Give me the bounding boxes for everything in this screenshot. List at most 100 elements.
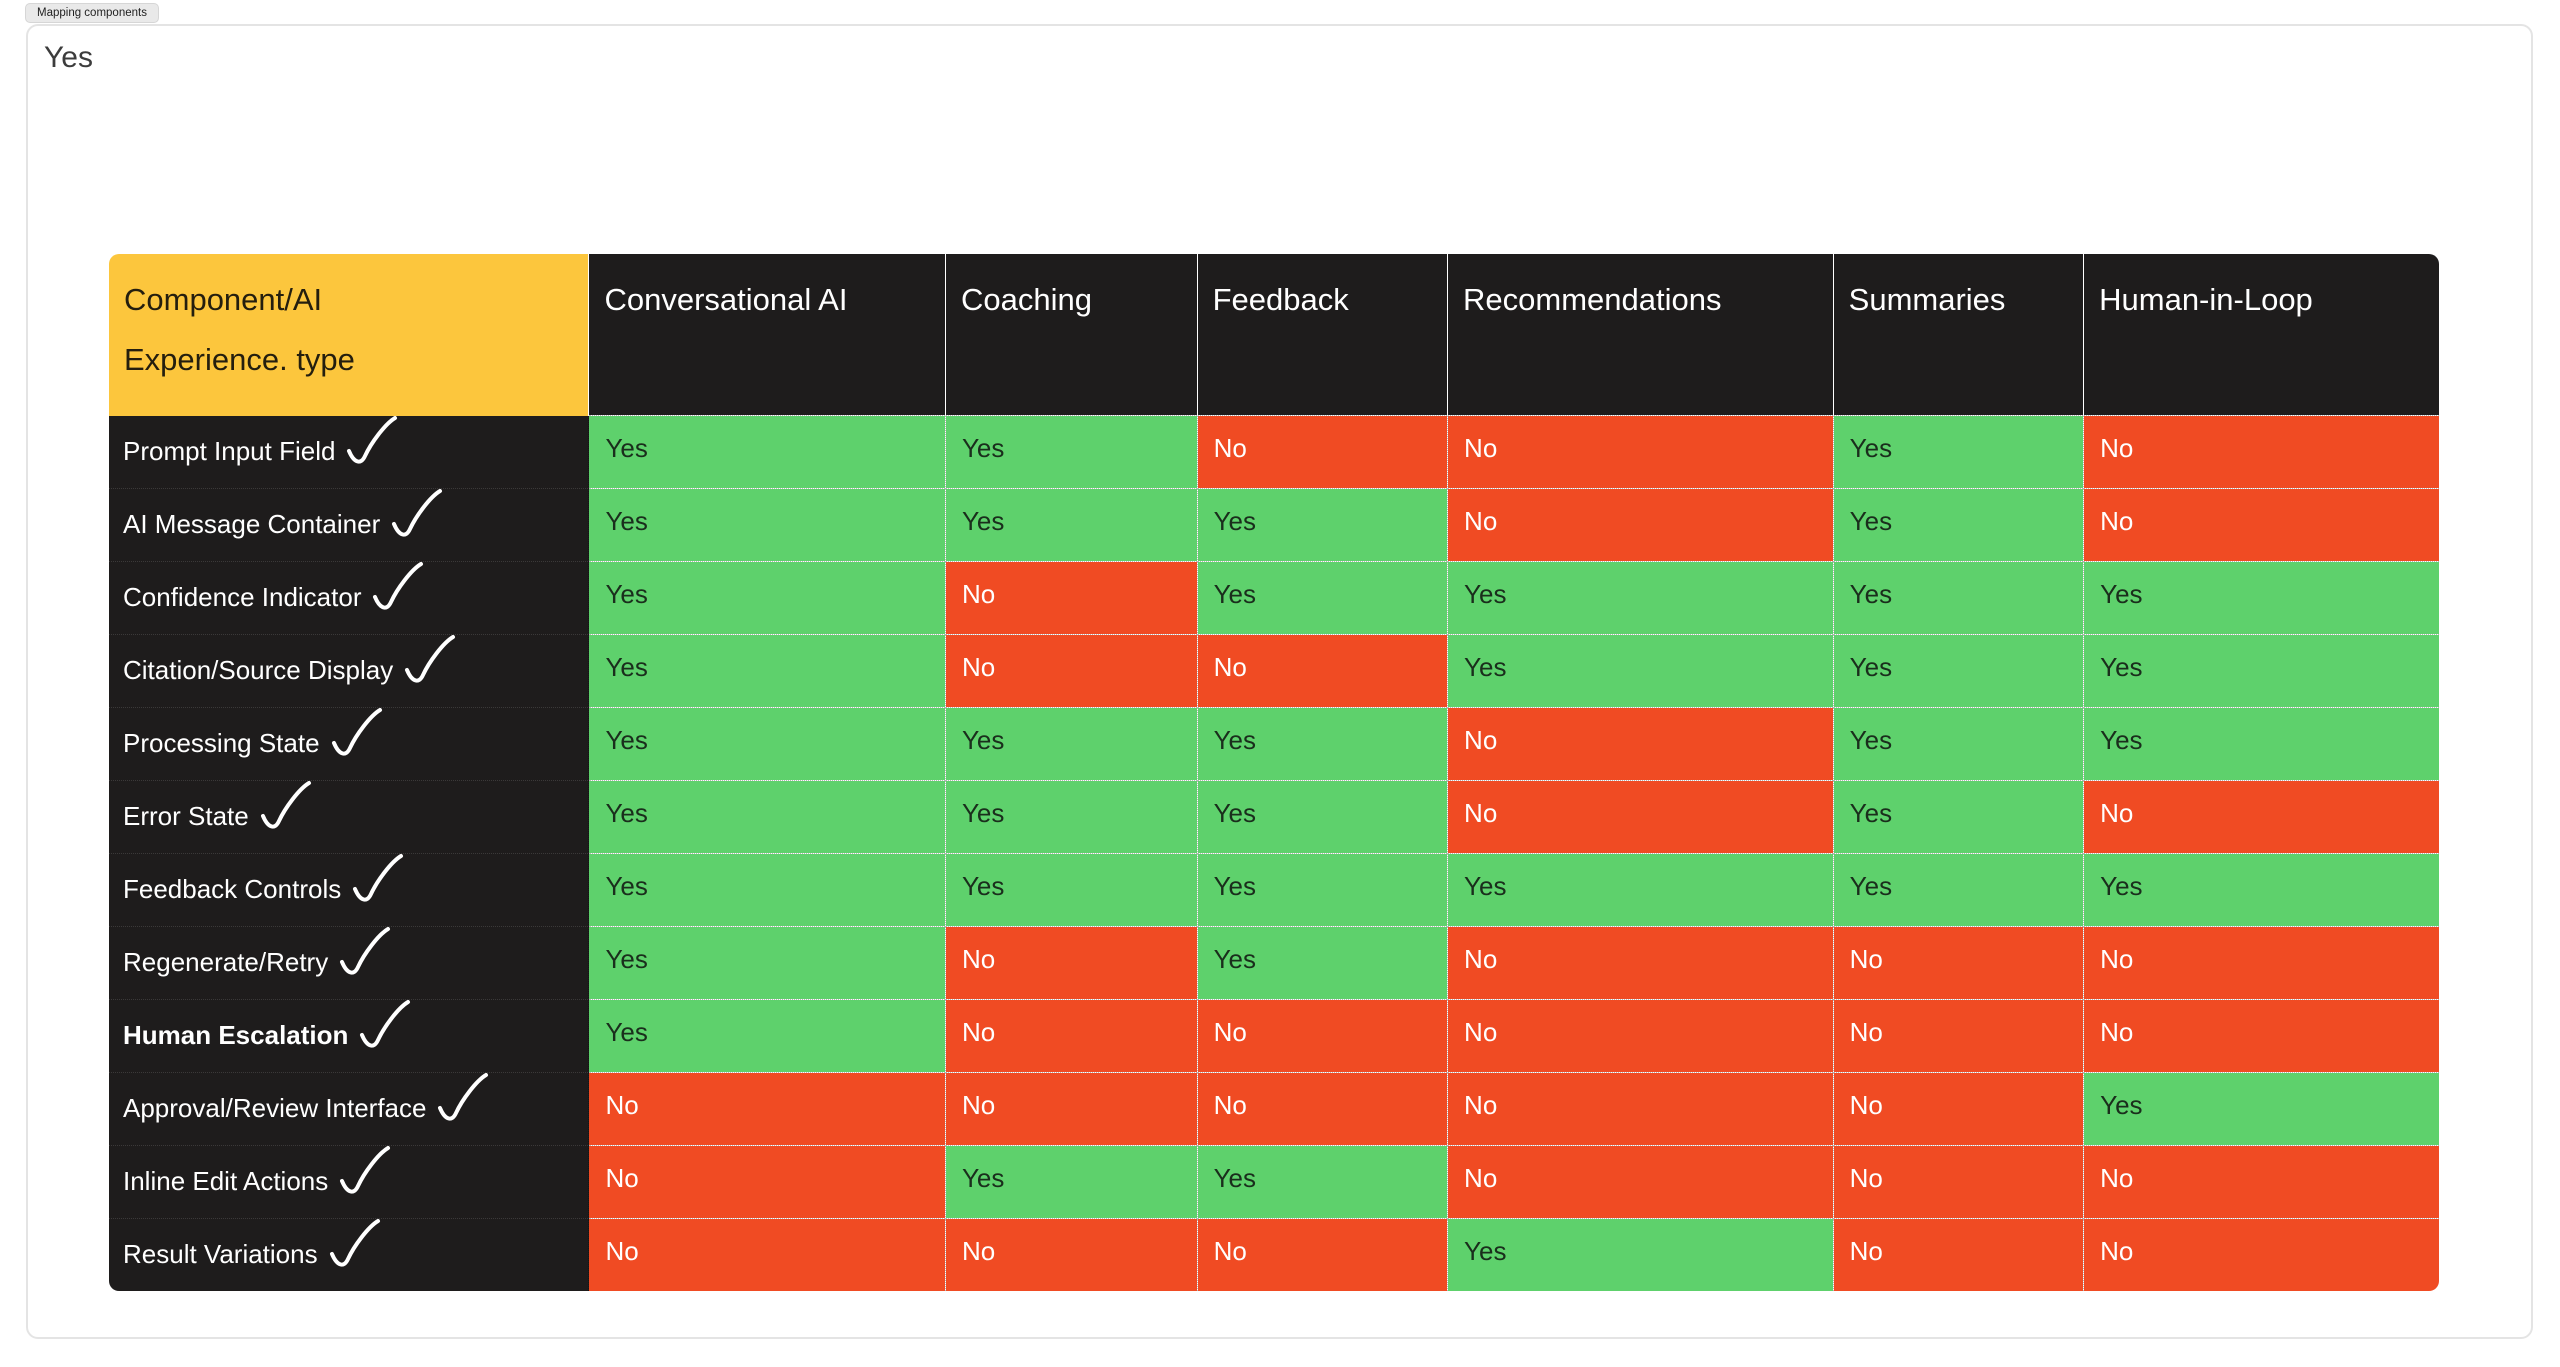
cell-approval-review-interface-coaching: No [944,1071,1198,1145]
cell-result-variations-recommendations: Yes [1447,1217,1834,1291]
row-label-cell-ai-message-container: AI Message Container [109,487,589,561]
row-label-cell-inline-edit-actions: Inline Edit Actions [109,1144,589,1218]
column-header-recommendations: Recommendations [1447,254,1834,416]
cell-confidence-indicator-recommendations: Yes [1447,560,1834,634]
row-label-cell-error-state: Error State [109,779,589,853]
table-row-result-variations: Result Variations No No No Yes No No [109,1217,2439,1291]
checkmark-icon [331,707,382,756]
component-matrix-table: Component/AI Experience. type Conversati… [109,254,2439,1291]
cell-processing-state-conversational-ai: Yes [588,706,946,780]
cell-inline-edit-actions-feedback: Yes [1196,1144,1448,1218]
content-panel: Yes Component/AI Experience. type Conver… [26,24,2533,1339]
cell-human-escalation-human-in-loop: No [2083,998,2439,1072]
cell-human-escalation-conversational-ai: Yes [588,998,946,1072]
cell-prompt-input-field-coaching: Yes [944,415,1198,488]
cell-feedback-controls-conversational-ai: Yes [588,852,946,926]
row-label-cell-citation-source-display: Citation/Source Display [109,633,589,707]
row-label-cell-prompt-input-field: Prompt Input Field [109,415,589,488]
checkmark-icon [353,853,404,902]
cell-processing-state-coaching: Yes [944,706,1198,780]
row-label: Inline Edit Actions [123,1166,329,1196]
cell-regenerate-retry-feedback: Yes [1196,925,1448,999]
row-label: AI Message Container [123,509,381,539]
tab-mapping-components[interactable]: Mapping components [25,3,159,23]
cell-ai-message-container-coaching: Yes [944,487,1198,561]
row-label-cell-processing-state: Processing State [109,706,589,780]
table-row-human-escalation: Human Escalation Yes No No No No No [109,998,2439,1072]
cell-prompt-input-field-conversational-ai: Yes [588,415,946,488]
corner-header-line1: Component/AI [124,282,323,317]
cell-human-escalation-recommendations: No [1447,998,1834,1072]
cell-ai-message-container-conversational-ai: Yes [588,487,946,561]
row-label: Prompt Input Field [123,436,336,466]
checkmark-icon [360,999,411,1048]
row-label: Confidence Indicator [123,582,362,612]
checkmark-icon [260,780,311,829]
column-header-summaries: Summaries [1832,254,2084,416]
header-row: Component/AI Experience. type Conversati… [109,254,2439,416]
table-row-regenerate-retry: Regenerate/Retry Yes No Yes No No No [109,925,2439,999]
cell-inline-edit-actions-summaries: No [1832,1144,2084,1218]
row-label-cell-feedback-controls: Feedback Controls [109,852,589,926]
cell-prompt-input-field-human-in-loop: No [2083,415,2439,488]
cell-processing-state-recommendations: No [1447,706,1834,780]
cell-result-variations-summaries: No [1832,1217,2084,1291]
cell-feedback-controls-coaching: Yes [944,852,1198,926]
row-label-cell-regenerate-retry: Regenerate/Retry [109,925,589,999]
cell-citation-source-display-coaching: No [944,633,1198,707]
cell-processing-state-human-in-loop: Yes [2083,706,2439,780]
cell-error-state-recommendations: No [1447,779,1834,853]
checkmark-icon [340,1145,391,1194]
row-label: Citation/Source Display [123,655,394,685]
cell-error-state-conversational-ai: Yes [588,779,946,853]
row-label: Regenerate/Retry [123,947,329,977]
checkmark-icon [438,1072,489,1121]
cell-inline-edit-actions-human-in-loop: No [2083,1144,2439,1218]
table-row-error-state: Error State Yes Yes Yes No Yes No [109,779,2439,853]
table-row-feedback-controls: Feedback Controls Yes Yes Yes Yes Yes Yes [109,852,2439,926]
row-label-cell-result-variations: Result Variations [109,1217,589,1291]
cell-prompt-input-field-recommendations: No [1447,415,1834,488]
cell-citation-source-display-conversational-ai: Yes [588,633,946,707]
table-row-citation-source-display: Citation/Source Display Yes No No Yes Yes Yes [109,633,2439,707]
cell-result-variations-coaching: No [944,1217,1198,1291]
row-label: Error State [123,801,249,831]
cell-error-state-human-in-loop: No [2083,779,2439,853]
cell-citation-source-display-human-in-loop: Yes [2083,633,2439,707]
cell-confidence-indicator-coaching: No [944,560,1198,634]
cell-prompt-input-field-feedback: No [1196,415,1448,488]
cell-citation-source-display-feedback: No [1196,633,1448,707]
checkmark-icon [347,415,398,464]
cell-ai-message-container-feedback: Yes [1196,487,1448,561]
cell-result-variations-feedback: No [1196,1217,1448,1291]
cell-error-state-summaries: Yes [1832,779,2084,853]
column-header-feedback: Feedback [1196,254,1448,416]
cell-feedback-controls-feedback: Yes [1196,852,1448,926]
cell-result-variations-human-in-loop: No [2083,1217,2439,1291]
cell-prompt-input-field-summaries: Yes [1832,415,2084,488]
column-header-coaching: Coaching [944,254,1198,416]
cell-confidence-indicator-summaries: Yes [1832,560,2084,634]
checkmark-icon [405,634,456,683]
cell-approval-review-interface-human-in-loop: Yes [2083,1071,2439,1145]
cell-approval-review-interface-summaries: No [1832,1071,2084,1145]
cell-human-escalation-coaching: No [944,998,1198,1072]
row-label: Result Variations [123,1239,318,1269]
cell-human-escalation-summaries: No [1832,998,2084,1072]
cell-ai-message-container-human-in-loop: No [2083,487,2439,561]
cell-regenerate-retry-human-in-loop: No [2083,925,2439,999]
table-row-processing-state: Processing State Yes Yes Yes No Yes Yes [109,706,2439,780]
cell-regenerate-retry-summaries: No [1832,925,2084,999]
cell-citation-source-display-recommendations: Yes [1447,633,1834,707]
row-label: Processing State [123,728,320,758]
cell-human-escalation-feedback: No [1196,998,1448,1072]
cell-feedback-controls-human-in-loop: Yes [2083,852,2439,926]
cell-inline-edit-actions-conversational-ai: No [588,1144,946,1218]
row-label-cell-confidence-indicator: Confidence Indicator [109,560,589,634]
tab-label: Mapping components [37,7,147,19]
column-header-conversational-ai: Conversational AI [588,254,946,416]
table-row-confidence-indicator: Confidence Indicator Yes No Yes Yes Yes Yes [109,560,2439,634]
row-label: Feedback Controls [123,874,342,904]
row-label: Approval/Review Interface [123,1093,427,1123]
cell-error-state-feedback: Yes [1196,779,1448,853]
